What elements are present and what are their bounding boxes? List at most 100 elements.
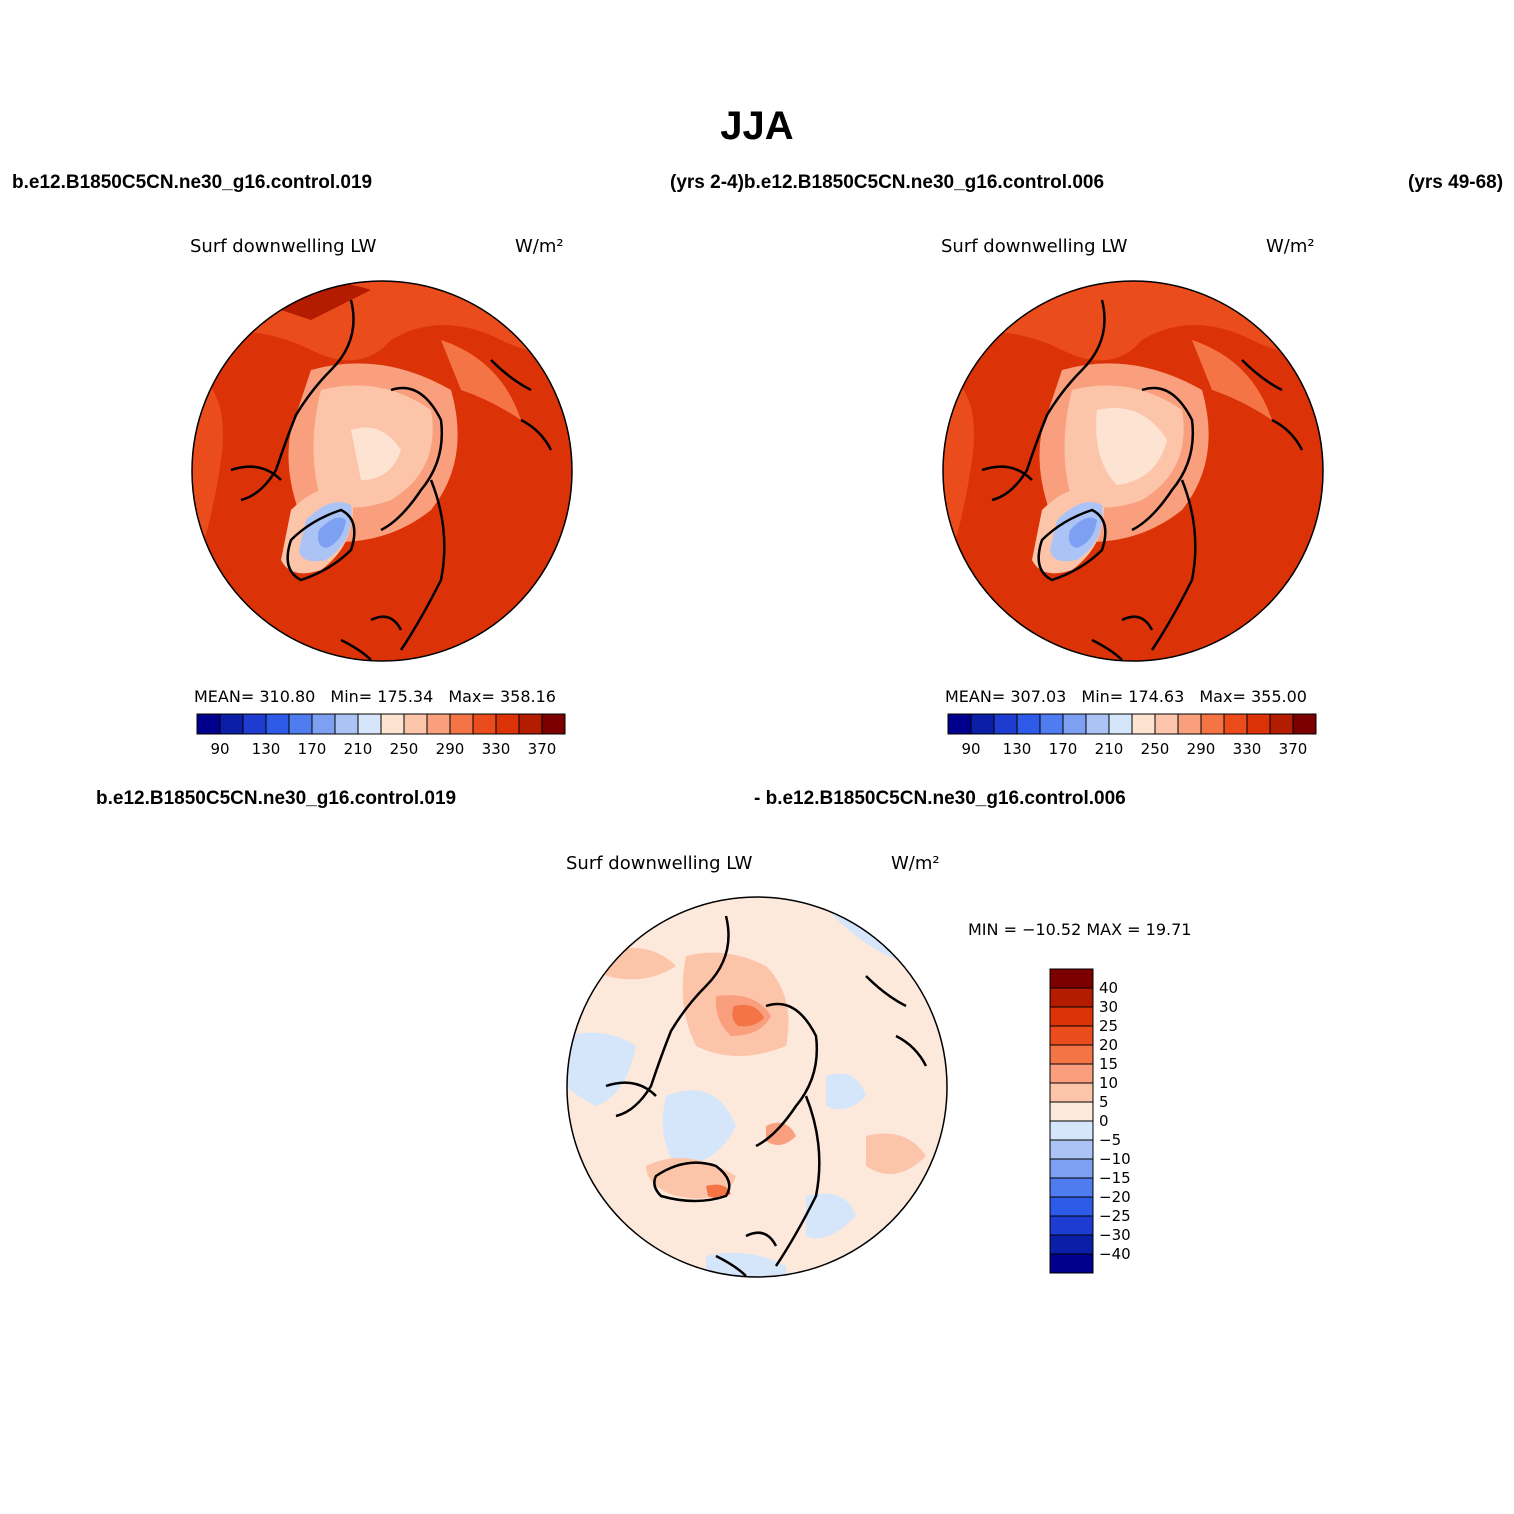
panel2-colorbar-swatch [1108,713,1133,735]
panel2-variable: Surf downwelling LW [941,236,1128,257]
panel2-colorbar-swatch [1177,713,1202,735]
panel2-mean-label: MEAN= [945,687,1006,706]
diff-colorbar-swatch [1049,1196,1094,1217]
panel1-units: W/m² [515,236,564,257]
panel1-colorbar-tick-label: 90 [210,740,229,758]
panel2-colorbar: 90 130 170 210 250 290 330 370 [947,713,1317,758]
panel2-colorbar-swatch [1085,713,1110,735]
diff-colorbar-swatch [1049,987,1094,1008]
panel2-colorbar-swatch [947,713,972,735]
diff-colorbar-swatch [1049,1215,1094,1236]
panel2-colorbar-swatch [1039,713,1064,735]
diff-colorbar-tick-label: −40 [1099,1245,1131,1263]
panel1-colorbar-swatch [495,713,520,735]
case-right-label: (yrs 2-4)b.e12.B1850C5CN.ne30_g16.contro… [670,172,1105,193]
panel2-min-value: 174.63 [1128,687,1185,706]
diff-colorbar-swatch [1049,1101,1094,1122]
panel2-colorbar-tick-label: 170 [1049,740,1078,758]
panel1-colorbar-swatch [357,713,382,735]
panel2-colorbar-swatch [1154,713,1179,735]
panel2-polar-map [942,280,1324,662]
panel1-max-label: Max= [448,687,495,706]
panel1-min-value: 175.34 [377,687,434,706]
panel1-min-label: Min= [330,687,373,706]
panel1-colorbar-swatch [380,713,405,735]
panel2-colorbar-tick-label: 210 [1095,740,1124,758]
panel2-colorbar-tick-label: 250 [1141,740,1170,758]
case-left-label: b.e12.B1850C5CN.ne30_g16.control.019 [12,172,373,193]
panel2-colorbar-tick-label: 130 [1003,740,1032,758]
panel2-units: W/m² [1266,236,1315,257]
panel2-colorbar-tick-label: 290 [1187,740,1216,758]
panel2-colorbar-swatch [1269,713,1294,735]
diff-colorbar-swatch [1049,1253,1094,1274]
diff-colorbar-tick-label: −30 [1099,1226,1131,1244]
diff-colorbar-tick-label: −15 [1099,1169,1131,1187]
diff-variable: Surf downwelling LW [566,853,753,874]
panel1-colorbar-swatch [472,713,497,735]
years-right-label: (yrs 49-68) [1408,172,1504,193]
panel1-colorbar-swatch [449,713,474,735]
diff-case-a: b.e12.B1850C5CN.ne30_g16.control.019 [96,788,457,809]
panel1-stats: MEAN= 310.80 Min= 175.34 Max= 358.16 [194,687,556,706]
panel2-colorbar-swatch [1062,713,1087,735]
panel2-max-label: Max= [1199,687,1246,706]
diff-colorbar-swatch [1049,1006,1094,1027]
panel2-colorbar-swatch [1131,713,1156,735]
panel2-max-value: 355.00 [1250,687,1307,706]
panel1-colorbar-swatch [426,713,451,735]
panel1-colorbar-swatch [219,713,244,735]
diff-colorbar-swatch [1049,968,1094,989]
diff-polar-map [566,896,948,1278]
panel1-max-value: 358.16 [499,687,556,706]
panel2-mean-value: 307.03 [1010,687,1067,706]
panel2-colorbar-swatch [970,713,995,735]
panel1-colorbar: 90 130 170 210 250 290 330 370 [196,713,566,758]
panel2-colorbar-swatch [1292,713,1317,735]
panel1-colorbar-swatch [518,713,543,735]
panel2-colorbar-swatch [1246,713,1271,735]
diff-colorbar-tick-label: 0 [1099,1112,1109,1130]
diff-colorbar-tick-label: −20 [1099,1188,1131,1206]
diff-colorbar-tick-label: 15 [1099,1055,1118,1073]
panel2-colorbar-tick-label: 90 [961,740,980,758]
panel1-colorbar-tick-label: 130 [252,740,281,758]
panel2-stats: MEAN= 307.03 Min= 174.63 Max= 355.00 [945,687,1307,706]
panel1-colorbar-swatch [242,713,267,735]
diff-colorbar-swatch [1049,1025,1094,1046]
panel1-colorbar-tick-label: 370 [528,740,557,758]
diff-colorbar-tick-label: 20 [1099,1036,1118,1054]
panel2-colorbar-tick-label: 370 [1279,740,1308,758]
diff-colorbar-tick-label: −25 [1099,1207,1131,1225]
panel1-colorbar-swatch [288,713,313,735]
diff-colorbar-swatch [1049,1139,1094,1160]
diff-colorbar-swatch [1049,1120,1094,1141]
diff-colorbar-tick-label: 25 [1099,1017,1118,1035]
panel1-polar-map [191,280,573,662]
panel1-variable: Surf downwelling LW [190,236,377,257]
diff-colorbar-swatch [1049,1063,1094,1084]
diff-colorbar-tick-label: 40 [1099,979,1118,997]
diff-min-max: MIN = −10.52 MAX = 19.71 [968,920,1192,939]
diff-colorbar-tick-label: −10 [1099,1150,1131,1168]
panel1-colorbar-tick-label: 330 [482,740,511,758]
panel1-colorbar-tick-label: 210 [344,740,373,758]
diff-colorbar-swatch [1049,1158,1094,1179]
panel2-colorbar-swatch [993,713,1018,735]
panel2-colorbar-swatch [1016,713,1041,735]
diff-colorbar-tick-label: 5 [1099,1093,1109,1111]
panel1-colorbar-swatch [541,713,566,735]
panel1-colorbar-tick-label: 170 [298,740,327,758]
diff-colorbar-swatch [1049,1044,1094,1065]
panel1-mean-label: MEAN= [194,687,255,706]
panel1-mean-value: 310.80 [259,687,316,706]
panel1-colorbar-tick-label: 250 [390,740,419,758]
diff-colorbar-swatch [1049,1177,1094,1198]
panel2-min-label: Min= [1081,687,1124,706]
panel2-colorbar-swatch [1223,713,1248,735]
panel1-colorbar-swatch [265,713,290,735]
diff-case-b: - b.e12.B1850C5CN.ne30_g16.control.006 [754,788,1126,809]
panel1-colorbar-swatch [334,713,359,735]
main-title: JJA [720,104,794,148]
